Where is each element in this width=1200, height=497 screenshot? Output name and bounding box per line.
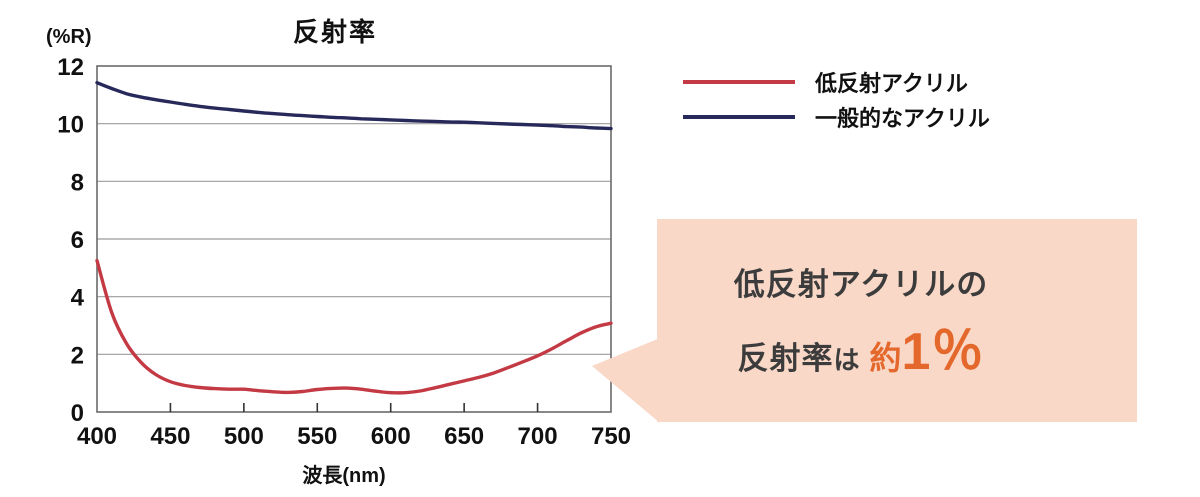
x-axis-label: 波長(nm) [302,465,386,487]
x-tick-label-500: 500 [224,423,264,450]
callout-bubble: 低反射アクリルの 反射率は約 1％ [657,219,1137,422]
x-tick-label-450: 450 [150,423,190,450]
plot-border [96,65,612,413]
chart-title: 反射率 [292,17,377,47]
y-tick-label-6: 6 [71,227,84,254]
x-tick-label-400: 400 [77,423,117,450]
x-tick-label-700: 700 [518,423,558,450]
series-line-1 [95,81,613,131]
callout-line2-main: 反射率 [737,341,834,376]
callout-text: 低反射アクリルの 反射率は約 1％ [734,259,988,379]
legend-label: 一般的なアクリル [815,106,990,131]
y-tick-label-12: 12 [57,54,84,81]
callout-value: 1％ [901,323,985,381]
callout-approx: 約 [869,340,902,376]
y-tick-label-2: 2 [71,342,84,369]
y-axis-unit-label: (%R) [46,26,92,48]
legend-line-navy [683,115,795,119]
chart-legend: 低反射アクリル 一般的なアクリル [683,71,990,131]
callout-tail-triangle [592,338,660,423]
legend-item-low-reflection: 低反射アクリル [683,71,990,96]
y-tick-label-10: 10 [57,112,84,139]
legend-label: 低反射アクリル [815,71,968,96]
legend-line-red [683,80,795,84]
callout-line2-particle: は [833,345,860,375]
x-tick-label-650: 650 [444,423,484,450]
x-tick-label-550: 550 [297,423,337,450]
x-tick-label-750: 750 [591,423,631,450]
reflectance-chart: 400 450 500 550 600 650 700 750 0 2 4 6 8 10 12 [57,54,631,450]
y-tick-label-4: 4 [71,285,85,312]
y-tick-label-0: 0 [71,400,84,427]
x-tick-label-600: 600 [371,423,411,450]
callout-line2: 反射率は約 1％ [734,326,988,379]
callout-line1: 低反射アクリルの [733,267,989,302]
series-line-0 [95,258,613,395]
y-tick-label-8: 8 [71,169,84,196]
legend-item-standard: 一般的なアクリル [683,106,990,131]
